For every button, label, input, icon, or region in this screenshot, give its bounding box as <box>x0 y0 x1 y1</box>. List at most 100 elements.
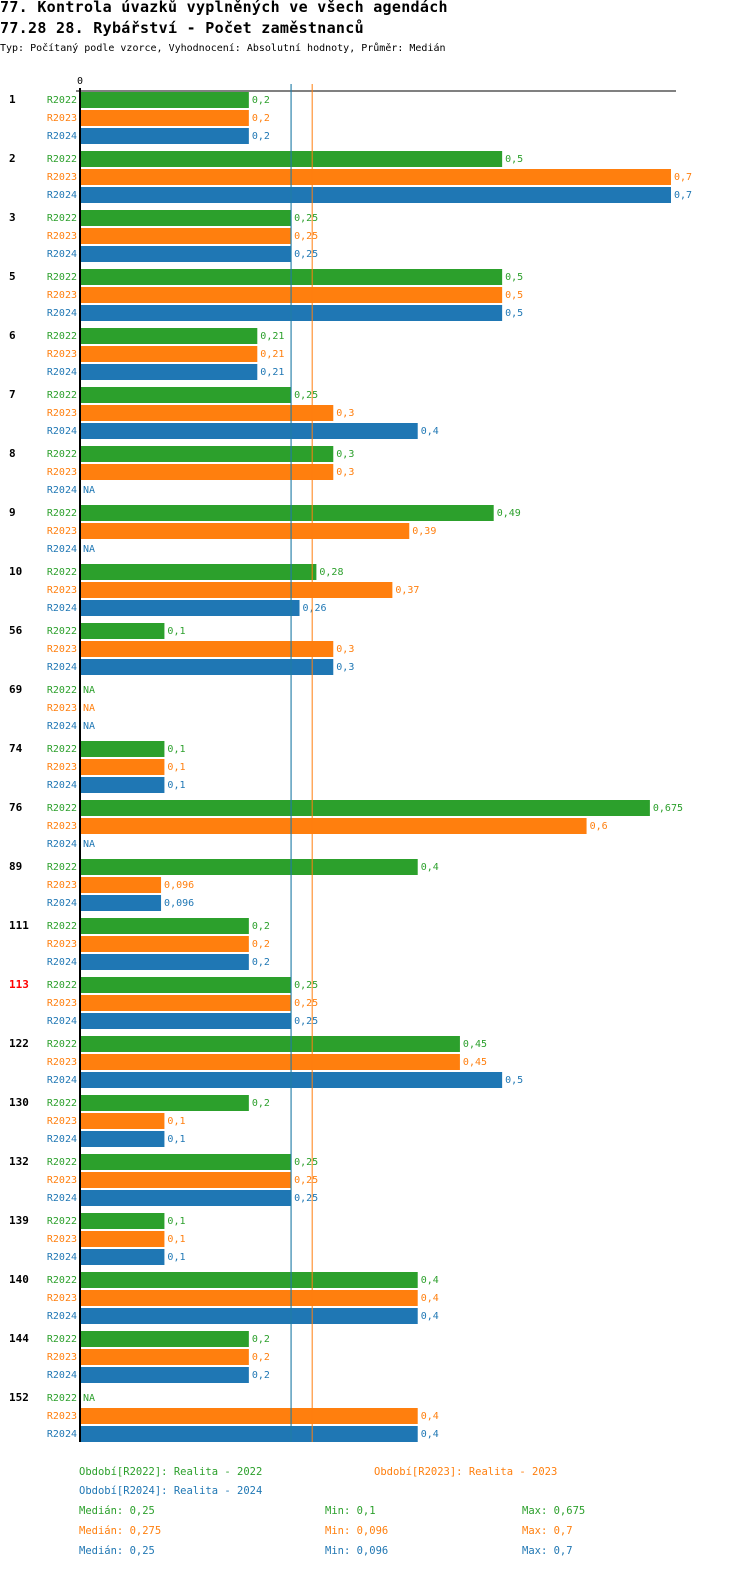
value-label: 0,3 <box>336 662 354 673</box>
group-label: 113 <box>9 978 29 991</box>
value-label: 0,25 <box>294 213 318 224</box>
group-label: 76 <box>9 801 23 814</box>
series-label: R2024 <box>47 367 77 378</box>
value-label: 0,25 <box>294 980 318 991</box>
bar <box>80 895 162 911</box>
stat-max-r2024: Max: 0,7 <box>522 1545 573 1557</box>
value-label: 0,25 <box>294 1175 318 1186</box>
bar <box>80 1154 292 1170</box>
series-label: R2022 <box>47 508 77 519</box>
series-label: R2023 <box>47 1234 77 1245</box>
series-label: R2023 <box>47 939 77 950</box>
value-label: 0,1 <box>167 762 185 773</box>
bar <box>80 1036 460 1052</box>
group-label: 122 <box>9 1037 29 1050</box>
value-label: 0,25 <box>294 1016 318 1027</box>
bar <box>80 564 317 580</box>
series-label: R2023 <box>47 526 77 537</box>
series-label: R2022 <box>47 1275 77 1286</box>
value-label: 0,21 <box>260 331 284 342</box>
series-label: R2022 <box>47 213 77 224</box>
value-label: 0,5 <box>505 308 523 319</box>
series-label: R2022 <box>47 567 77 578</box>
series-label: R2022 <box>47 390 77 401</box>
value-label: 0,2 <box>252 1334 270 1345</box>
value-label: 0,6 <box>590 821 608 832</box>
bar <box>80 1213 165 1229</box>
series-label: R2024 <box>47 131 77 142</box>
bar <box>80 1290 418 1306</box>
chart-title: 77.28 28. Rybářství - Počet zaměstnanců <box>0 19 364 37</box>
value-label: NA <box>83 1393 95 1404</box>
bar <box>80 110 249 126</box>
group-label: 144 <box>9 1332 29 1345</box>
value-label: 0,1 <box>167 780 185 791</box>
bar <box>80 1367 249 1383</box>
series-label: R2024 <box>47 721 77 732</box>
group-label: 140 <box>9 1273 29 1286</box>
value-label: NA <box>83 839 95 850</box>
group-label: 7 <box>9 388 16 401</box>
value-label: 0,49 <box>497 508 521 519</box>
group-label: 89 <box>9 860 22 873</box>
value-label: 0,5 <box>505 154 523 165</box>
value-label: 0,4 <box>421 1411 439 1422</box>
bar <box>80 387 292 403</box>
value-label: NA <box>83 685 95 696</box>
series-label: R2022 <box>47 921 77 932</box>
series-label: R2023 <box>47 467 77 478</box>
value-label: 0,2 <box>252 131 270 142</box>
series-label: R2023 <box>47 585 77 596</box>
bar <box>80 859 418 875</box>
series-label: R2024 <box>47 603 77 614</box>
stat-min-r2024: Min: 0,096 <box>325 1545 389 1557</box>
group-label: 152 <box>9 1391 29 1404</box>
bar <box>80 364 258 380</box>
series-label: R2023 <box>47 1352 77 1363</box>
series-label: R2024 <box>47 249 77 260</box>
value-label: 0,7 <box>674 172 692 183</box>
stat-median-r2022: Medián: 0,25 <box>79 1505 155 1517</box>
bar <box>80 1331 249 1347</box>
bar <box>80 741 165 757</box>
group-label: 8 <box>9 447 16 460</box>
value-label: 0,5 <box>505 1075 523 1086</box>
series-label: R2022 <box>47 272 77 283</box>
value-label: 0,2 <box>252 921 270 932</box>
bar <box>80 818 587 834</box>
series-label: R2024 <box>47 1134 77 1145</box>
bar <box>80 582 393 598</box>
bar <box>80 1095 249 1111</box>
bar <box>80 1131 165 1147</box>
value-label: NA <box>83 721 95 732</box>
series-label: R2023 <box>47 1411 77 1422</box>
series-label: R2023 <box>47 290 77 301</box>
series-label: R2024 <box>47 1016 77 1027</box>
value-label: 0,2 <box>252 939 270 950</box>
bar <box>80 1272 418 1288</box>
value-label: 0,25 <box>294 231 318 242</box>
bar <box>80 187 671 203</box>
series-label: R2023 <box>47 1057 77 1068</box>
value-label: 0,3 <box>336 449 354 460</box>
value-label: 0,37 <box>395 585 419 596</box>
series-label: R2022 <box>47 1216 77 1227</box>
value-label: 0,4 <box>421 1293 439 1304</box>
value-label: 0,21 <box>260 367 284 378</box>
value-label: 0,1 <box>167 744 185 755</box>
value-label: 0,21 <box>260 349 284 360</box>
value-label: 0,25 <box>294 1157 318 1168</box>
series-label: R2024 <box>47 662 77 673</box>
series-label: R2024 <box>47 1429 77 1440</box>
bar <box>80 505 494 521</box>
series-label: R2024 <box>47 544 77 555</box>
value-label: 0,2 <box>252 957 270 968</box>
value-label: 0,26 <box>303 603 327 614</box>
series-label: R2023 <box>47 408 77 419</box>
value-label: 0,45 <box>463 1039 487 1050</box>
value-label: 0,1 <box>167 1216 185 1227</box>
series-label: R2022 <box>47 1098 77 1109</box>
series-label: R2024 <box>47 485 77 496</box>
series-label: R2022 <box>47 1157 77 1168</box>
bar <box>80 1172 292 1188</box>
